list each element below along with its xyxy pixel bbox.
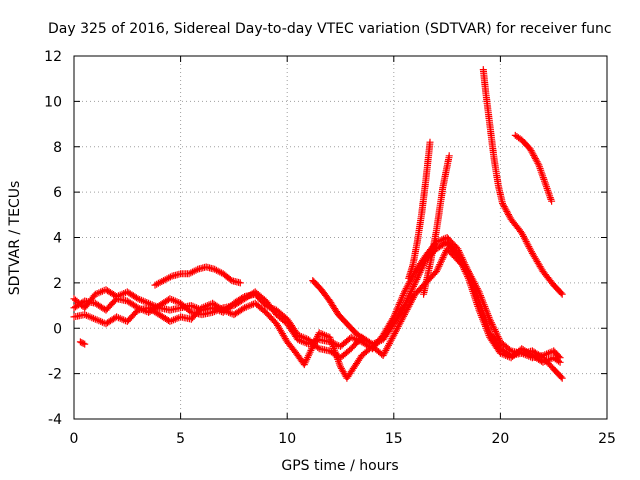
- plus-markers: [420, 152, 453, 298]
- plus-markers: [309, 277, 368, 344]
- x-tick-label: 5: [176, 431, 185, 447]
- series-arc-spike-a: [405, 138, 434, 282]
- plus-markers: [479, 66, 566, 298]
- x-axis-ticks: 0 5 10 15 20 25: [70, 56, 616, 447]
- x-tick-label: 10: [278, 431, 296, 447]
- series-arc-peak: [479, 66, 566, 298]
- series-arc-noon: [309, 277, 368, 344]
- x-tick-label: 20: [491, 431, 509, 447]
- grid-lines: [74, 56, 607, 419]
- series-arc-spike-b: [420, 152, 453, 298]
- chart-title: Day 325 of 2016, Sidereal Day-to-day VTE…: [48, 21, 612, 37]
- y-tick-label: 6: [53, 185, 62, 201]
- plus-markers: [70, 245, 566, 382]
- y-tick-label: -2: [48, 367, 62, 383]
- series-arc-short: [76, 338, 89, 348]
- plus-markers: [405, 138, 434, 282]
- y-tick-label: -4: [48, 412, 62, 428]
- y-tick-label: 0: [53, 321, 62, 337]
- plus-markers: [511, 131, 556, 205]
- y-tick-label: 2: [53, 276, 62, 292]
- y-axis-label: SDTVAR / TECUs: [7, 181, 23, 296]
- x-tick-label: 0: [70, 431, 79, 447]
- plus-markers: [70, 238, 564, 366]
- y-tick-label: 8: [53, 140, 62, 156]
- x-tick-label: 25: [598, 431, 616, 447]
- data-series: [70, 66, 566, 382]
- y-tick-label: 4: [53, 231, 62, 247]
- y-tick-label: 12: [44, 49, 62, 65]
- x-tick-label: 15: [385, 431, 403, 447]
- series-track-3: [70, 245, 566, 382]
- x-axis-label: GPS time / hours: [281, 458, 398, 474]
- y-tick-label: 10: [44, 94, 62, 110]
- series-track-2: [70, 238, 564, 366]
- plus-markers: [76, 338, 89, 348]
- y-axis-ticks: -4 -2 0 2 4 6 8 10 12: [44, 49, 607, 428]
- series-arc-evening: [511, 131, 556, 205]
- plus-markers: [151, 263, 244, 289]
- series-arc-morning: [151, 263, 244, 289]
